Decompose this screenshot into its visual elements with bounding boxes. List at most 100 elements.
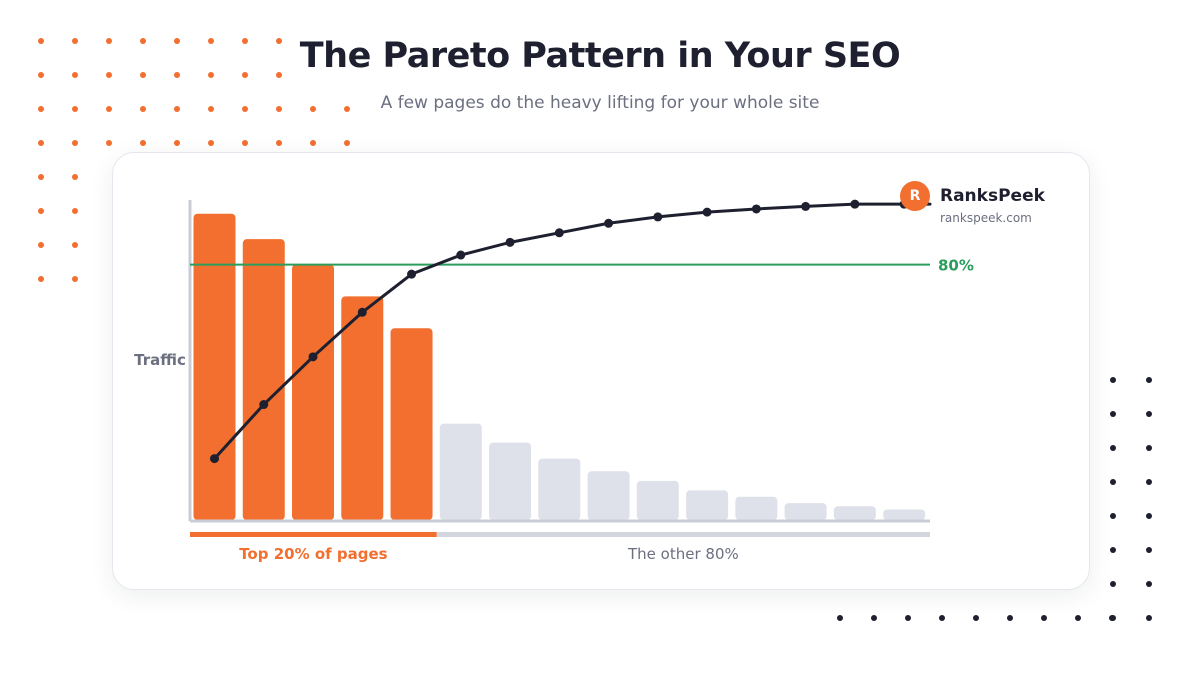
decorative-dot xyxy=(973,615,979,621)
cumulative-traffic-line xyxy=(213,202,932,461)
group-label-other-pages: The other 80% xyxy=(627,545,739,563)
decorative-dot xyxy=(38,208,44,214)
decorative-dot xyxy=(1146,581,1152,587)
decorative-dot xyxy=(208,38,214,44)
decorative-dot xyxy=(38,140,44,146)
cumulative-point xyxy=(407,269,417,279)
decorative-dot xyxy=(106,140,112,146)
decorative-dot xyxy=(174,106,180,112)
decorative-dot xyxy=(1146,547,1152,553)
decorative-dot xyxy=(38,174,44,180)
decorative-dot xyxy=(72,140,78,146)
cumulative-point xyxy=(554,228,564,238)
decorative-dot xyxy=(72,72,78,78)
cumulative-point xyxy=(702,207,712,217)
decorative-dot xyxy=(38,106,44,112)
cumulative-point xyxy=(751,204,761,214)
decorative-dot xyxy=(276,106,282,112)
decorative-dot xyxy=(1110,445,1116,451)
cumulative-point xyxy=(210,454,219,464)
decorative-dot xyxy=(1146,615,1152,621)
decorative-dot xyxy=(276,72,282,78)
decorative-dot xyxy=(905,615,911,621)
decorative-dot xyxy=(208,72,214,78)
decorative-dot xyxy=(1146,377,1152,383)
decorative-dot xyxy=(72,106,78,112)
decorative-dot xyxy=(72,276,78,282)
decorative-dot xyxy=(1041,615,1047,621)
cumulative-point xyxy=(604,218,614,228)
decorative-dot xyxy=(174,140,180,146)
decorative-dot xyxy=(1110,479,1116,485)
bar-other-page xyxy=(883,509,926,520)
decorative-dot xyxy=(106,72,112,78)
decorative-dot xyxy=(1146,479,1152,485)
decorative-dot xyxy=(38,242,44,248)
decorative-dot xyxy=(1110,377,1116,383)
bar-other-page xyxy=(833,506,876,520)
decorative-dot xyxy=(140,72,146,78)
decorative-dot xyxy=(1109,615,1115,621)
decorative-dot xyxy=(1146,513,1152,519)
decorative-dot xyxy=(208,106,214,112)
bar-other-page xyxy=(686,490,729,520)
decorative-dot xyxy=(140,140,146,146)
decorative-dot xyxy=(344,140,350,146)
bar-other-page xyxy=(439,423,482,520)
decorative-dot xyxy=(1110,581,1116,587)
decorative-dot xyxy=(939,615,945,621)
decorative-dot xyxy=(38,276,44,282)
decorative-dot xyxy=(1146,445,1152,451)
cumulative-point xyxy=(801,201,811,211)
group-label-top-pages: Top 20% of pages xyxy=(239,545,387,563)
bar-top-page xyxy=(292,264,335,520)
bar-other-page xyxy=(587,471,630,520)
group-band-top-pages xyxy=(190,532,437,537)
decorative-dot xyxy=(276,140,282,146)
bar-other-page xyxy=(489,442,532,520)
decorative-dot xyxy=(140,38,146,44)
cumulative-point xyxy=(308,352,318,362)
decorative-dot xyxy=(242,140,248,146)
cumulative-point xyxy=(357,307,367,317)
decorative-dot xyxy=(72,208,78,214)
decorative-dot xyxy=(1146,411,1152,417)
decorative-dot xyxy=(1110,513,1116,519)
page-subtitle: A few pages do the heavy lifting for you… xyxy=(380,93,820,113)
bar-other-page xyxy=(735,496,778,520)
cumulative-point xyxy=(505,237,515,247)
decorative-dot xyxy=(1075,615,1081,621)
decorative-dot xyxy=(1110,547,1116,553)
decorative-dot xyxy=(174,72,180,78)
decorative-dot xyxy=(208,140,214,146)
cumulative-point xyxy=(850,199,860,209)
cumulative-point xyxy=(259,400,269,410)
decorative-dot xyxy=(38,72,44,78)
decorative-dot xyxy=(38,38,44,44)
decorative-dot xyxy=(871,615,877,621)
decorative-dot xyxy=(106,106,112,112)
group-band-other-pages xyxy=(436,532,930,537)
cumulative-point xyxy=(456,250,466,260)
brand-name: RanksPeek xyxy=(940,186,1045,206)
decorative-dot xyxy=(1110,411,1116,417)
cumulative-point xyxy=(653,212,663,222)
decorative-dot xyxy=(242,72,248,78)
bar-other-page xyxy=(636,480,679,520)
decorative-dot xyxy=(310,140,316,146)
decorative-dot xyxy=(242,38,248,44)
page-title: The Pareto Pattern in Your SEO xyxy=(299,36,901,76)
decorative-dot xyxy=(276,38,282,44)
decorative-dot xyxy=(72,174,78,180)
bar-other-page xyxy=(538,458,581,520)
brand-logo-badge: R xyxy=(900,181,930,211)
bar-top-page xyxy=(193,213,236,520)
bar-top-page xyxy=(341,296,384,520)
decorative-dot xyxy=(1007,615,1013,621)
bar-top-page xyxy=(242,239,285,520)
decorative-dot xyxy=(72,242,78,248)
decorative-dot xyxy=(106,38,112,44)
decorative-dot xyxy=(140,106,146,112)
decorative-dot xyxy=(72,38,78,44)
